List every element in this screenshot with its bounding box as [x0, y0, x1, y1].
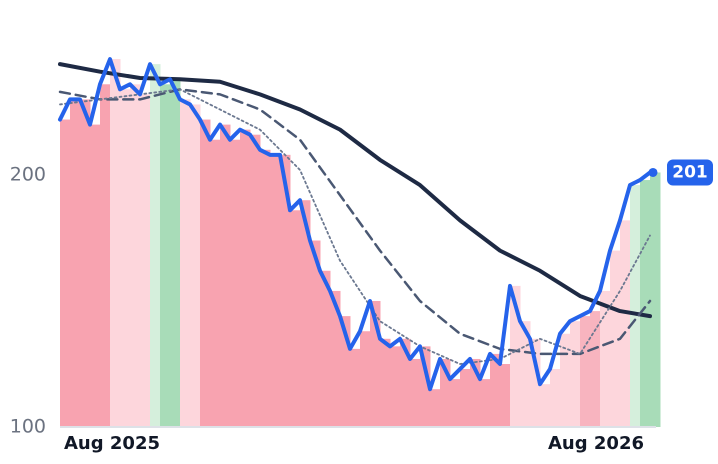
regime-fill: [330, 290, 341, 427]
regime-fill: [480, 379, 491, 427]
regime-fill: [370, 301, 381, 427]
regime-fill: [430, 389, 441, 427]
regime-fill: [220, 124, 231, 427]
regime-fill: [580, 316, 591, 427]
regime-fill: [420, 346, 431, 427]
regime-fill: [70, 99, 81, 428]
regime-fill: [130, 84, 141, 427]
regime-fill: [390, 346, 401, 427]
value-label: 201: [672, 162, 708, 182]
regime-fill: [510, 285, 521, 427]
regime-fill: [380, 338, 391, 427]
regime-fill: [490, 353, 501, 427]
regime-fill: [260, 149, 271, 428]
regime-fill: [520, 321, 531, 427]
regime-fill: [470, 358, 481, 427]
last-point: [648, 167, 658, 177]
regime-fill: [620, 220, 631, 427]
regime-fill: [230, 139, 241, 427]
regime-fill: [240, 129, 251, 427]
regime-fill: [650, 172, 661, 427]
regime-fill: [150, 64, 161, 428]
series-line: [58, 57, 652, 392]
regime-fill: [350, 348, 361, 427]
regime-fill: [360, 331, 371, 427]
x-tick-label: Aug 2025: [64, 433, 160, 454]
regime-fill: [530, 338, 541, 427]
series-line: [59, 88, 651, 365]
regime-fill: [120, 89, 131, 427]
regime-fill: [270, 154, 281, 427]
y-tick-label: 200: [10, 164, 46, 186]
regime-fill: [60, 119, 71, 427]
x-tick-label: Aug 2026: [548, 433, 644, 454]
series-line: [58, 62, 652, 319]
regime-fill: [300, 200, 311, 427]
regime-fill: [200, 119, 211, 427]
regime-fill: [110, 59, 121, 428]
regime-fill: [180, 99, 191, 428]
regime-fill: [570, 321, 581, 427]
regime-fill: [440, 358, 451, 427]
regime-fill: [210, 139, 221, 427]
regime-fill: [320, 270, 331, 427]
regime-fill: [550, 369, 561, 427]
regime-fill: [600, 290, 611, 427]
regime-fill: [590, 311, 601, 427]
regime-fill: [560, 333, 571, 427]
regime-fill: [190, 104, 201, 427]
regime-fill: [540, 384, 551, 427]
regime-fill: [630, 185, 641, 427]
regime-fill: [80, 99, 91, 428]
regime-fill: [160, 84, 171, 427]
regime-fill: [460, 369, 471, 427]
regime-fill: [450, 379, 461, 427]
series-line: [58, 88, 652, 356]
regime-fill: [140, 94, 151, 428]
regime-fill: [250, 134, 261, 427]
regime-fill: [280, 154, 291, 427]
regime-fill: [90, 124, 101, 427]
value-badge: [667, 159, 713, 186]
regime-fill: [500, 364, 511, 427]
regime-fill: [340, 316, 351, 427]
regime-fill: [100, 84, 111, 427]
regime-fill: [610, 250, 621, 427]
regime-fill: [170, 79, 181, 428]
regime-fill: [310, 240, 321, 427]
y-tick-label: 100: [10, 416, 46, 438]
regime-fill: [400, 338, 411, 427]
regime-fill: [290, 210, 301, 427]
regime-fill: [410, 358, 421, 427]
regime-fill: [640, 180, 651, 427]
